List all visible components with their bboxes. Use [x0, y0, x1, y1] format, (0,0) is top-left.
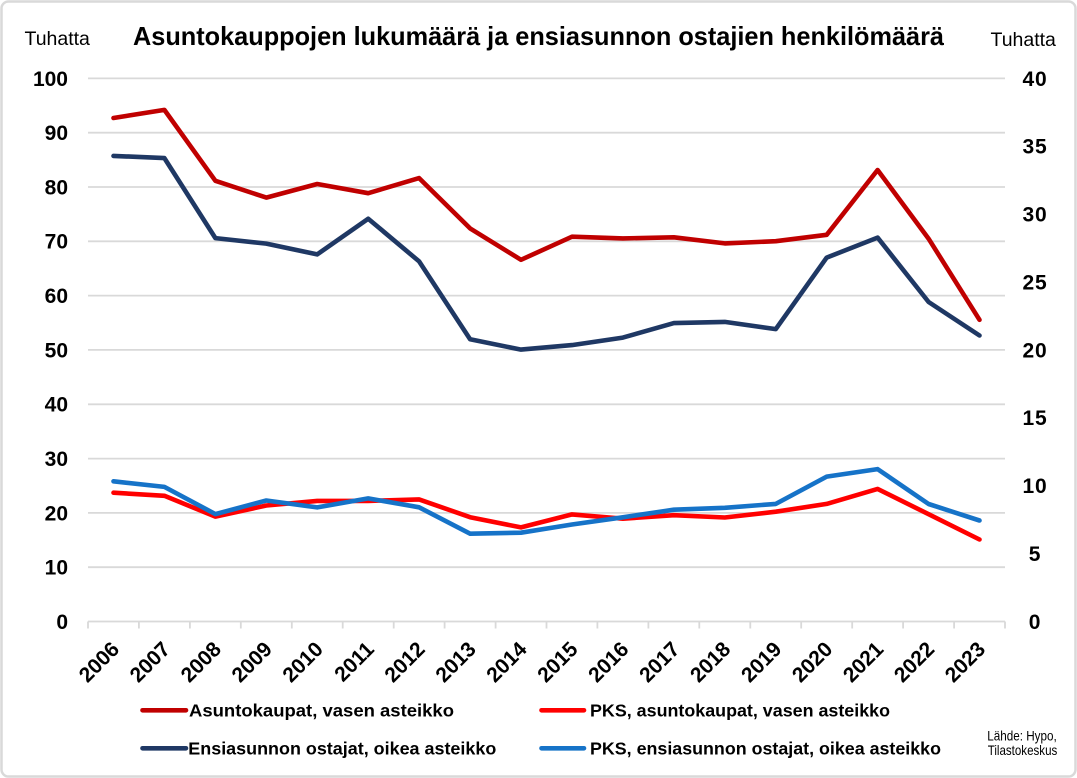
svg-text:15: 15: [1023, 407, 1048, 430]
svg-text:Asuntokaupat, vasen asteikko: Asuntokaupat, vasen asteikko: [189, 700, 454, 720]
svg-text:Tilastokeskus: Tilastokeskus: [988, 742, 1058, 758]
svg-text:40: 40: [1023, 68, 1048, 91]
svg-text:Asuntokauppojen lukumäärä ja e: Asuntokauppojen lukumäärä ja ensiasunnon…: [133, 23, 945, 51]
svg-text:20: 20: [1023, 339, 1048, 362]
svg-text:30: 30: [1023, 204, 1048, 227]
svg-text:35: 35: [1023, 136, 1048, 159]
svg-text:100: 100: [33, 68, 68, 91]
svg-text:Tuhatta: Tuhatta: [25, 28, 91, 50]
svg-text:25: 25: [1023, 272, 1048, 295]
svg-text:50: 50: [45, 339, 68, 362]
svg-text:Tuhatta: Tuhatta: [991, 29, 1057, 51]
svg-text:60: 60: [45, 285, 68, 308]
svg-text:5: 5: [1029, 543, 1041, 566]
svg-text:90: 90: [45, 122, 68, 145]
svg-text:0: 0: [56, 611, 68, 634]
svg-text:Lähde: Hypo,: Lähde: Hypo,: [987, 728, 1057, 744]
svg-text:10: 10: [45, 557, 68, 580]
svg-text:Ensiasunnon ostajat, oikea ast: Ensiasunnon ostajat, oikea asteikko: [188, 739, 496, 759]
svg-text:20: 20: [45, 502, 68, 525]
svg-text:30: 30: [45, 448, 68, 471]
svg-text:40: 40: [45, 394, 68, 417]
svg-text:80: 80: [45, 176, 68, 199]
svg-text:PKS, asuntokaupat, vasen astei: PKS, asuntokaupat, vasen asteikko: [590, 700, 890, 720]
svg-text:PKS, ensiasunnon ostajat, oike: PKS, ensiasunnon ostajat, oikea asteikko: [590, 739, 941, 759]
svg-text:0: 0: [1029, 611, 1041, 634]
svg-text:10: 10: [1023, 475, 1048, 498]
svg-text:70: 70: [45, 231, 68, 254]
